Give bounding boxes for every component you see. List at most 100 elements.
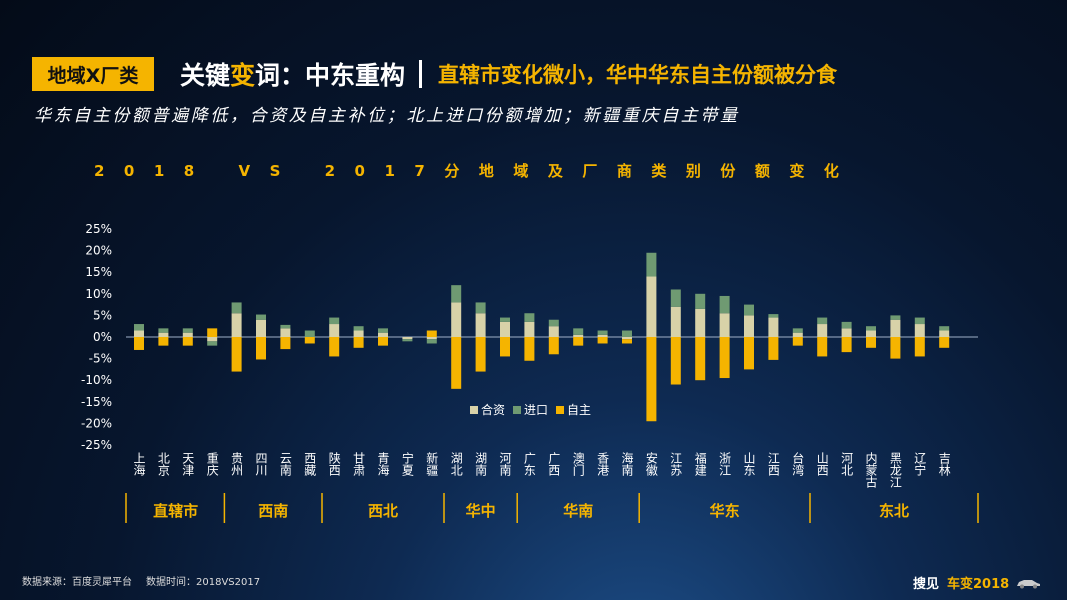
- bar-import: [158, 328, 169, 333]
- bar-joint: [402, 337, 413, 340]
- bar-joint: [695, 308, 706, 337]
- bar-import: [744, 304, 754, 316]
- x-tick-label: 宁夏: [400, 451, 414, 476]
- bar-import: [402, 339, 413, 342]
- x-tick-label: 四川: [254, 452, 268, 476]
- headline-subtitle: 直辖市变化微小，华中华东自主份额被分食: [438, 63, 838, 87]
- bar-joint: [182, 332, 193, 337]
- x-tick-label: 福建: [693, 451, 707, 477]
- y-tick-label: 5%: [93, 308, 112, 322]
- y-tick-label: -20%: [81, 416, 112, 430]
- bar-joint: [866, 330, 876, 337]
- bar-import: [768, 314, 779, 318]
- footer: 数据来源：百度灵犀平台 数据时间：2018VS2017: [22, 573, 260, 588]
- bar-domestic: [914, 337, 925, 357]
- bar-joint: [939, 330, 950, 337]
- bar-joint: [426, 337, 437, 340]
- bar-import: [573, 328, 584, 335]
- bar-domestic: [792, 337, 803, 346]
- legend-label: 自主: [567, 403, 591, 417]
- bar-domestic: [670, 337, 681, 385]
- y-tick-label: 15%: [85, 265, 112, 279]
- x-tick-label: 台湾: [791, 451, 805, 477]
- x-tick-label: 黑龙江: [888, 452, 902, 488]
- bar-import: [914, 317, 925, 325]
- bar-joint: [158, 332, 169, 337]
- bar-domestic: [304, 337, 315, 344]
- bar-import: [475, 302, 486, 314]
- bar-joint: [548, 326, 559, 337]
- x-tick-label: 重庆: [205, 452, 219, 476]
- bar-import: [792, 328, 803, 333]
- x-tick-label: 山西: [815, 452, 829, 476]
- bar-import: [378, 328, 388, 333]
- y-tick-label: 25%: [85, 222, 112, 236]
- bar-domestic: [280, 337, 291, 350]
- bar-joint: [597, 334, 608, 337]
- bar-domestic: [329, 337, 340, 357]
- headline: 关键变词：中东重构 直辖市变化微小，华中华东自主份额被分食: [180, 54, 837, 94]
- bar-joint: [792, 332, 803, 337]
- bar-domestic: [548, 337, 559, 355]
- x-tick-label: 陕西: [327, 451, 341, 476]
- bar-joint: [134, 330, 144, 337]
- bar-import: [256, 314, 266, 320]
- bar-joint: [329, 324, 340, 337]
- legend-label: 合资: [481, 402, 505, 417]
- bar-domestic: [939, 337, 950, 348]
- bar-import: [719, 295, 730, 314]
- x-tick-label: 安徽: [644, 451, 658, 476]
- bar-domestic: [500, 337, 510, 357]
- brand-text-1: 搜见: [913, 577, 940, 592]
- x-tick-label: 湖南: [474, 451, 488, 476]
- bar-joint: [622, 337, 632, 340]
- bar-import: [500, 317, 510, 322]
- headline-keyword-prefix: 关键: [180, 61, 231, 90]
- bar-domestic: [524, 337, 535, 361]
- bar-joint: [500, 321, 510, 337]
- bar-joint: [378, 332, 388, 337]
- bar-import: [426, 339, 437, 344]
- x-tick-label: 江苏: [669, 452, 683, 476]
- bar-joint: [890, 319, 901, 337]
- bar-import: [597, 330, 608, 335]
- x-tick-label: 浙江: [718, 452, 732, 476]
- bar-import: [353, 326, 364, 331]
- bar-domestic: [207, 328, 218, 337]
- bar-domestic: [622, 339, 632, 344]
- x-tick-label: 海南: [620, 451, 634, 476]
- bar-domestic: [426, 330, 437, 337]
- x-tick-label: 广东: [522, 452, 536, 476]
- y-tick-label: 0%: [93, 330, 112, 344]
- bar-import: [524, 313, 535, 322]
- y-tick-label: -15%: [81, 395, 112, 409]
- x-tick-label: 青海: [376, 452, 390, 476]
- bar-import: [841, 321, 852, 329]
- bar-joint: [475, 313, 486, 337]
- bar-domestic: [744, 337, 754, 370]
- bar-joint: [670, 306, 681, 337]
- bar-import: [304, 330, 315, 337]
- bar-import: [134, 324, 144, 331]
- bar-joint: [744, 315, 754, 337]
- x-tick-label: 云南: [278, 452, 292, 476]
- bar-import: [890, 315, 901, 320]
- legend-label: 进口: [524, 403, 548, 417]
- bar-domestic: [719, 337, 730, 379]
- headline-keyword-highlight: 变: [230, 61, 256, 90]
- bar-import: [646, 252, 657, 277]
- bar-domestic: [695, 337, 706, 381]
- bar-joint: [817, 324, 828, 337]
- region-group-label: 华南: [563, 502, 593, 520]
- bar-import: [866, 326, 876, 331]
- bar-domestic: [231, 337, 242, 372]
- bar-joint: [573, 334, 584, 337]
- y-tick-label: -5%: [89, 352, 112, 366]
- legend-swatch: [470, 406, 478, 414]
- region-group-label: 东北: [879, 502, 909, 520]
- x-tick-label: 湖北: [449, 451, 463, 477]
- x-tick-label: 河南: [498, 452, 512, 476]
- bar-import: [280, 324, 291, 329]
- x-tick-label: 江西: [766, 452, 780, 476]
